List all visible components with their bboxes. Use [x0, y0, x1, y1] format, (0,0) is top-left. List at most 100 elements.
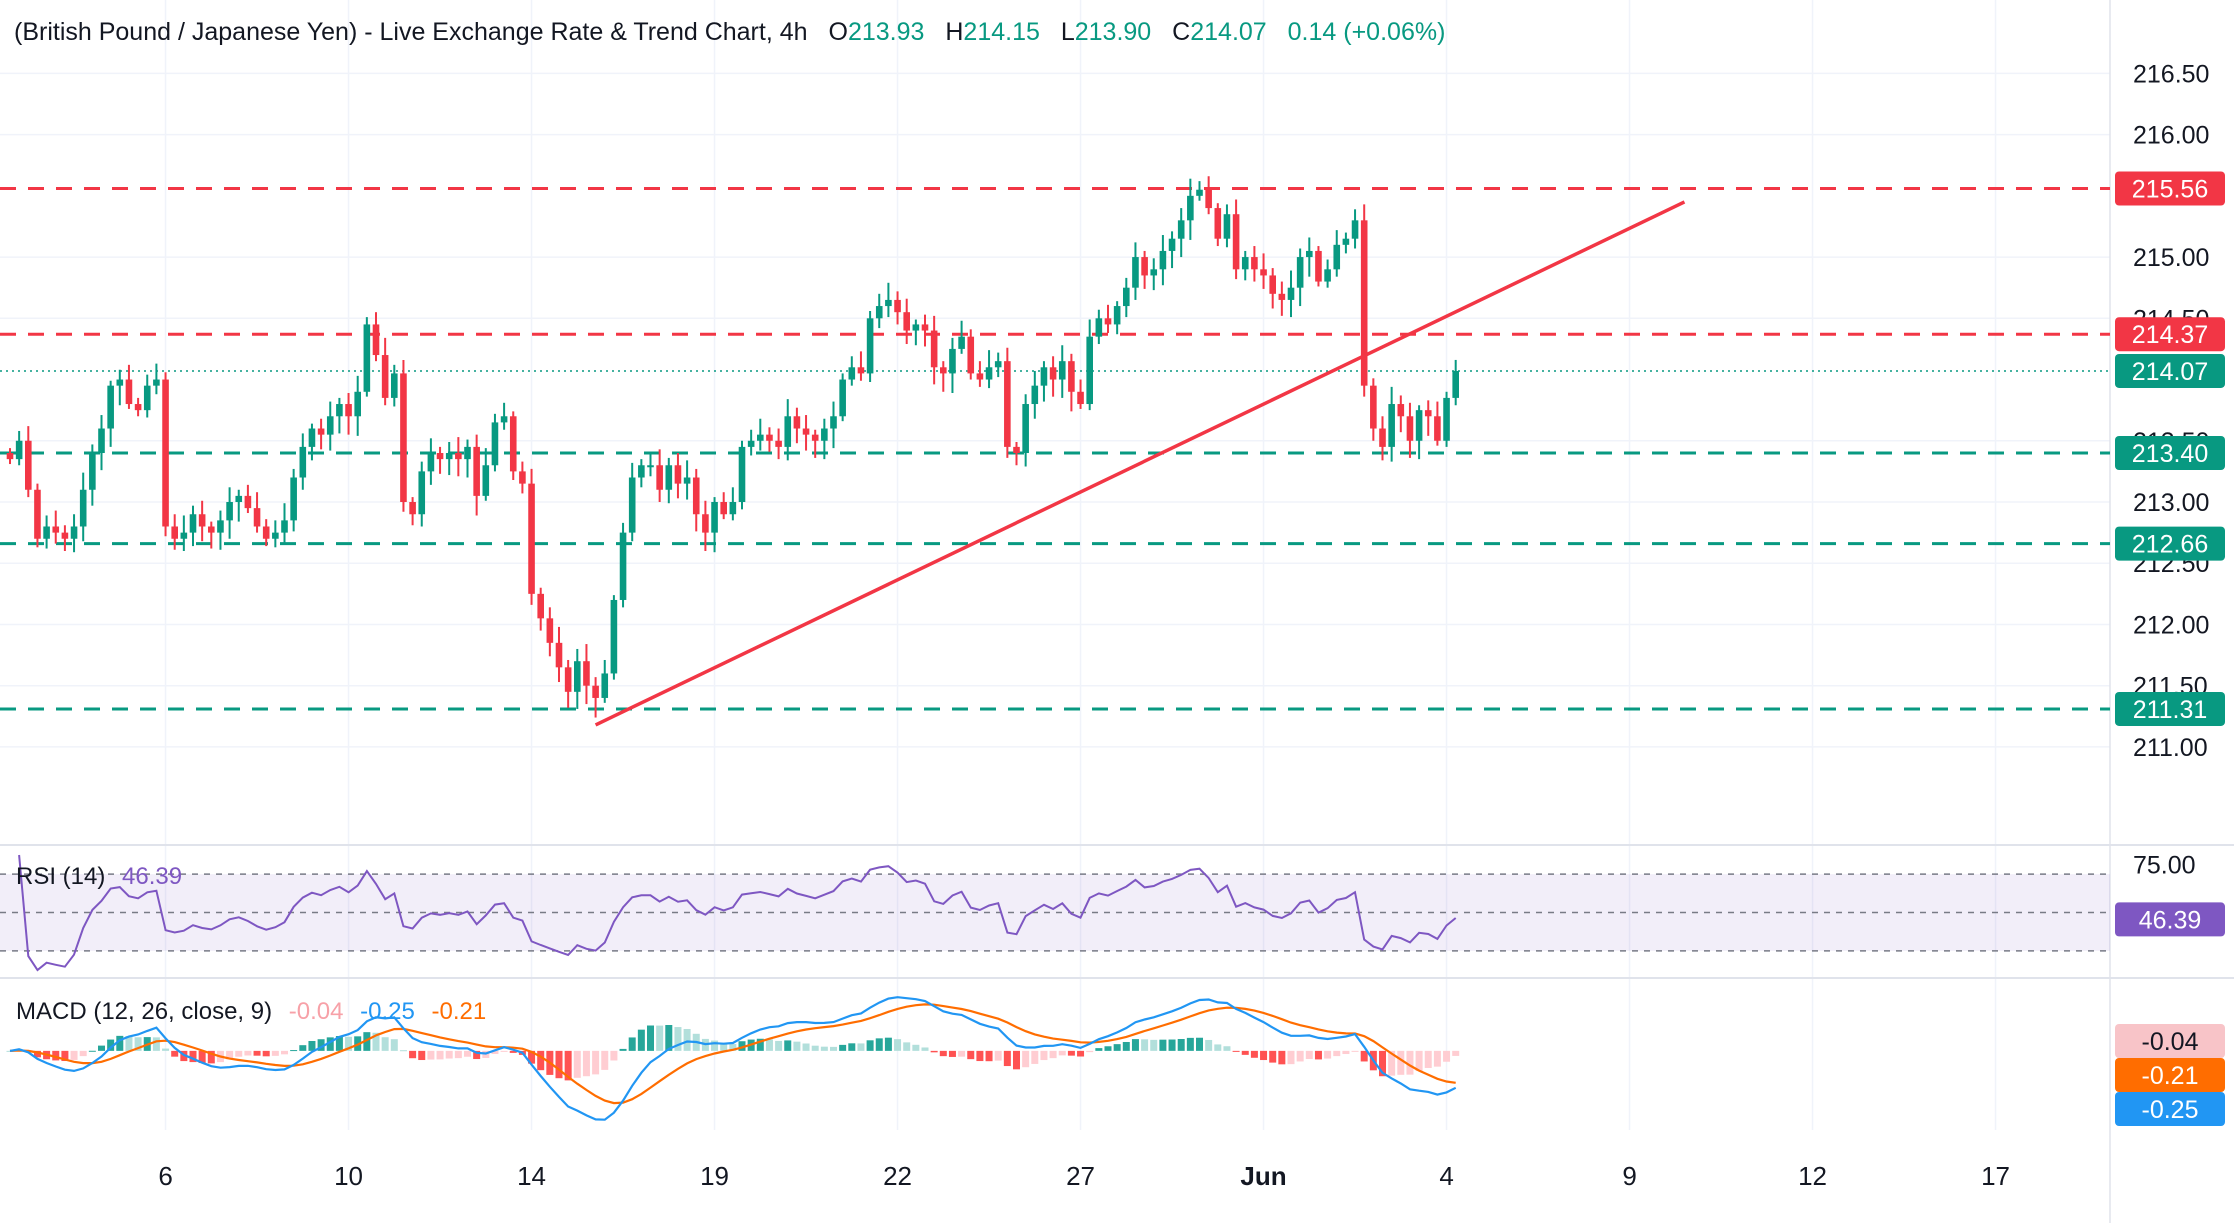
candle-body — [43, 526, 50, 539]
trend-layer — [594, 200, 1686, 727]
candle-body — [546, 618, 554, 643]
macd-hist-bar — [454, 1050, 462, 1059]
macd-hist-bar — [162, 1048, 170, 1051]
macd-hist-bar — [884, 1037, 892, 1051]
macd-hist-bar — [79, 1050, 87, 1057]
candle-body — [647, 465, 654, 468]
candle-body — [1214, 208, 1222, 239]
change-value: 0.14 (+0.06%) — [1288, 18, 1446, 46]
candle-body — [528, 483, 535, 594]
macd-hist-bar — [1013, 1050, 1020, 1070]
macd-hist-bar — [107, 1039, 115, 1051]
candle-body — [1123, 287, 1130, 307]
candle-body — [747, 440, 755, 447]
candle-body — [885, 299, 892, 307]
candle-body — [985, 367, 993, 380]
macd-hist-bar — [198, 1050, 206, 1064]
candle-body — [1351, 220, 1359, 239]
candle-body — [537, 593, 544, 619]
macd-hist-bar — [1104, 1046, 1112, 1051]
candle-body — [15, 440, 23, 460]
candle-body — [217, 520, 224, 533]
macd-hist-bar — [1003, 1050, 1011, 1067]
candle-body — [381, 355, 389, 398]
candle-body — [143, 385, 151, 411]
macd-hist-bar — [116, 1035, 124, 1051]
macd-hist-bar — [70, 1050, 78, 1060]
macd-hist-bar — [1141, 1039, 1149, 1051]
price-tick-label: 212.00 — [2133, 611, 2209, 639]
candle-body — [1306, 250, 1313, 258]
candle-body — [592, 685, 599, 698]
candle-body — [711, 502, 718, 533]
candle-body — [564, 667, 572, 692]
macd-hist-bar — [262, 1050, 270, 1057]
price-tick-label: 215.00 — [2133, 244, 2209, 272]
candle-body — [1132, 257, 1139, 288]
current-price-badge — [2115, 353, 2225, 388]
price-tick-label: 211.00 — [2133, 734, 2208, 762]
level-badge-label: 213.40 — [2132, 440, 2208, 468]
macd-hist-bar — [1278, 1050, 1286, 1065]
macd-hist-bar — [1040, 1050, 1048, 1061]
time-tick-label: 27 — [1066, 1161, 1095, 1191]
candle-body — [720, 502, 727, 515]
candle-body — [1370, 385, 1377, 429]
macd-hist-bar — [345, 1036, 353, 1051]
levels-layer — [0, 186, 2110, 711]
macd-hist-bar — [848, 1043, 856, 1051]
macd-hist-bar — [1452, 1050, 1460, 1056]
candle-body — [821, 428, 828, 441]
candle-body — [656, 465, 663, 490]
macd-hist-bar — [894, 1039, 902, 1051]
macd-hist-bar — [921, 1047, 929, 1051]
candle-body — [235, 495, 243, 503]
level-badge-214.37 — [2115, 317, 2225, 352]
candle-body — [290, 477, 297, 521]
macd-hist-bar — [1379, 1050, 1386, 1077]
level-badge-label: 211.31 — [2133, 696, 2208, 724]
macd-hist-bar — [958, 1050, 966, 1057]
time-tick-label: 4 — [1439, 1161, 1453, 1191]
macd-hist-bar — [619, 1048, 627, 1051]
macd-hist-bar — [171, 1050, 179, 1057]
macd-hist-bar — [299, 1045, 307, 1051]
candle-body — [1196, 189, 1203, 196]
candle-body — [519, 471, 526, 484]
macd-hist-bar — [271, 1050, 279, 1056]
candle-body — [601, 673, 609, 698]
macd-hist-bar — [628, 1037, 636, 1051]
macd-hist-bar — [875, 1038, 883, 1051]
candle-body — [1406, 416, 1414, 441]
time-tick-label: 19 — [700, 1161, 729, 1191]
candle-body — [875, 306, 883, 319]
macd-hist-bar — [1415, 1050, 1423, 1072]
candle-body — [1086, 336, 1093, 405]
candle-body — [1241, 257, 1249, 270]
candle-body — [134, 404, 142, 411]
macd-hist-bar — [290, 1050, 298, 1052]
candle-body — [482, 465, 490, 496]
macd-hist-bar — [235, 1050, 243, 1057]
candle-body — [1324, 269, 1331, 282]
macd-hist-badge-label: -0.04 — [2142, 1028, 2199, 1056]
candle-body — [253, 508, 261, 527]
macd-hist-bar — [1077, 1050, 1085, 1057]
time-tick-label: 17 — [1981, 1161, 2010, 1191]
macd-hist-bar — [1067, 1050, 1075, 1056]
macd-legend: MACD (12, 26, close, 9) -0.04 -0.25 -0.2… — [16, 998, 486, 1025]
candle-body — [1168, 238, 1176, 251]
macd-hist-bar — [912, 1044, 920, 1051]
macd-hist-bar — [830, 1046, 837, 1051]
macd-hist-bar — [985, 1050, 993, 1062]
macd-hist-bar — [326, 1037, 334, 1051]
candle-body — [1177, 220, 1185, 239]
candle-body — [427, 453, 435, 472]
candle-body — [1342, 238, 1350, 245]
macd-hist-bar — [1269, 1050, 1277, 1063]
candle-body — [692, 477, 700, 515]
candle-body — [1452, 370, 1459, 398]
candle-body — [464, 446, 471, 460]
